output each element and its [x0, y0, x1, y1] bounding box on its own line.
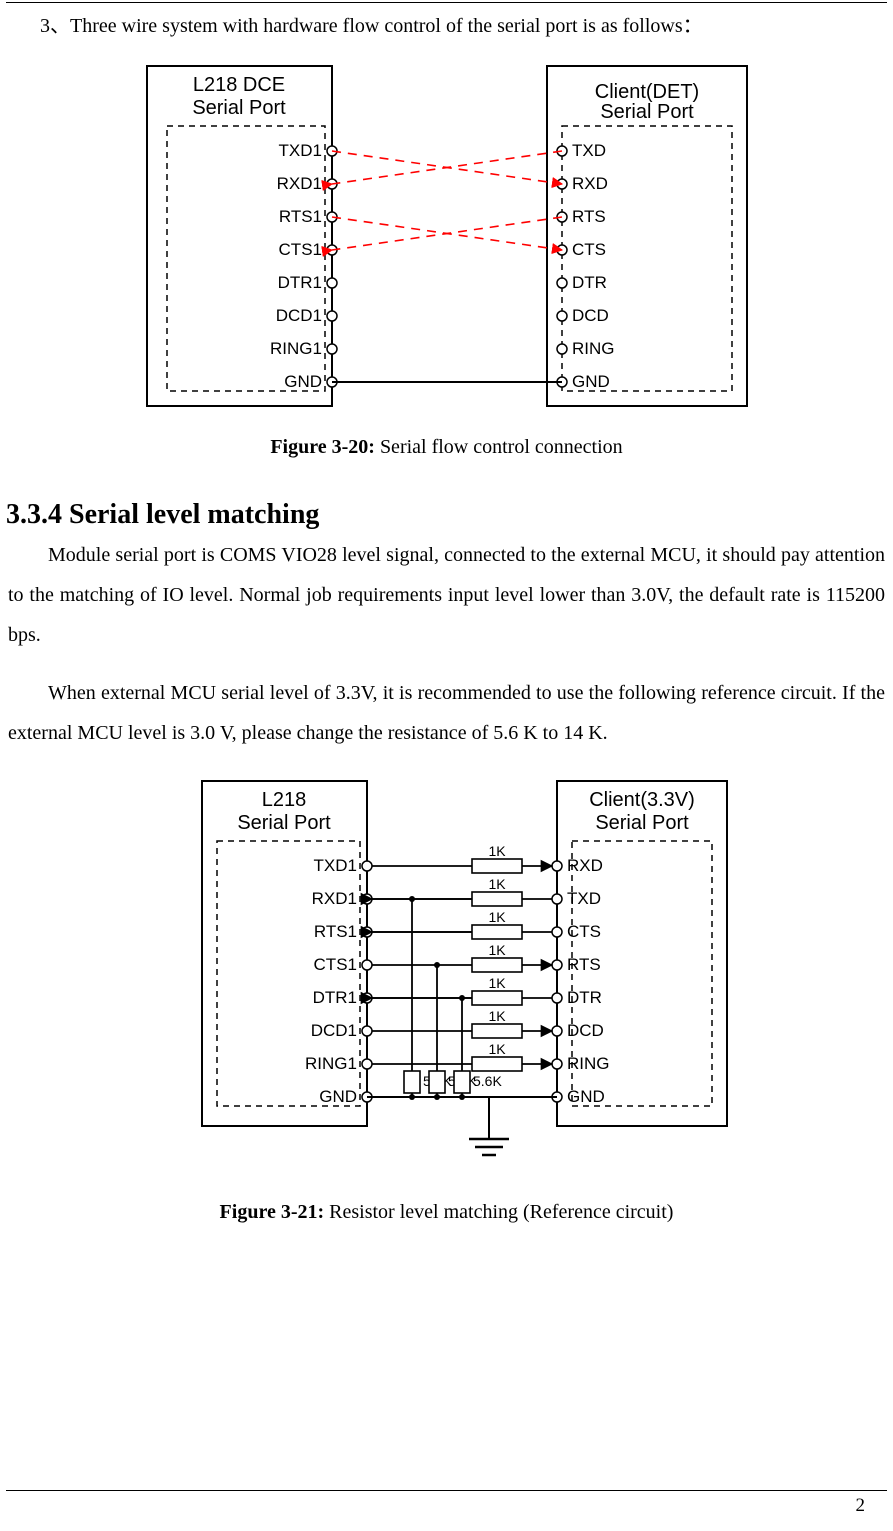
fig1-right-pin: RTS: [572, 207, 606, 226]
fig2-right-title1: Client(3.3V): [589, 789, 695, 811]
fig1-left-pin: DTR1: [277, 273, 321, 292]
fig2-right-pin: RXD: [567, 856, 603, 875]
fig1-left-pin: TXD1: [278, 141, 321, 160]
fig2-right-pin: RTS: [567, 955, 601, 974]
fig1-left-pin: RING1: [270, 339, 322, 358]
intro-text: 3、Three wire system with hardware flow c…: [40, 9, 887, 38]
fig2-left-pin: DTR1: [312, 988, 356, 1007]
fig1-right-pin: DTR: [572, 273, 607, 292]
fig1-right-title2: Serial Port: [600, 101, 694, 123]
fig2-series-r-label: 1K: [488, 876, 506, 892]
fig2-left-title2: Serial Port: [237, 812, 331, 834]
figure-3-20: L218 DCE Serial Port Client(DET) Serial …: [6, 56, 887, 426]
fig2-left-title1: L218: [261, 789, 306, 811]
fig2-right-pin: GND: [567, 1087, 605, 1106]
fig1-right-pin: CTS: [572, 240, 606, 259]
fig1-right-pin: DCD: [572, 306, 609, 325]
figure-3-21: L218 Serial Port Client(3.3V) Serial Por…: [6, 771, 887, 1191]
fig2-pulldown-r-label: 5.6K: [473, 1073, 502, 1089]
fig2-right-pin: TXD: [567, 889, 601, 908]
fig2-caption-rest: Resistor level matching (Reference circu…: [324, 1201, 673, 1223]
fig2-caption-bold: Figure 3-21:: [220, 1201, 325, 1223]
fig2-right-pin: RING: [567, 1054, 610, 1073]
fig2-series-r-label: 1K: [488, 1041, 506, 1057]
fig1-caption-bold: Figure 3-20:: [270, 436, 375, 458]
paragraph-1: Module serial port is COMS VIO28 level s…: [8, 535, 885, 655]
section-heading: 3.3.4 Serial level matching: [6, 499, 887, 531]
fig2-series-r-label: 1K: [488, 843, 506, 859]
paragraph-2: When external MCU serial level of 3.3V, …: [8, 673, 885, 753]
fig2-left-pin: RING1: [305, 1054, 357, 1073]
fig1-right-pin: RXD: [572, 174, 608, 193]
fig1-right-title1: Client(DET): [594, 81, 698, 103]
fig1-right-pin: GND: [572, 372, 610, 391]
fig1-left-pin: RTS1: [278, 207, 321, 226]
fig2-left-pin: DCD1: [310, 1021, 356, 1040]
footer-line: [6, 1490, 887, 1491]
fig2-left-pin: RTS1: [313, 922, 356, 941]
fig1-left-pin: GND: [284, 372, 322, 391]
page-number: 2: [856, 1495, 866, 1517]
fig2-left-pin: RXD1: [311, 889, 356, 908]
fig2-series-r-label: 1K: [488, 975, 506, 991]
fig1-left-title2: Serial Port: [192, 97, 286, 119]
figure-3-20-caption: Figure 3-20: Serial flow control connect…: [6, 436, 887, 459]
fig1-left-pin: DCD1: [275, 306, 321, 325]
figure-3-21-caption: Figure 3-21: Resistor level matching (Re…: [6, 1201, 887, 1224]
fig2-left-pin: CTS1: [313, 955, 356, 974]
fig1-right-pin: RING: [572, 339, 615, 358]
fig2-left-pin: TXD1: [313, 856, 356, 875]
fig1-left-pin: CTS1: [278, 240, 321, 259]
fig2-right-pin: CTS: [567, 922, 601, 941]
fig1-left-title1: L218 DCE: [192, 74, 284, 96]
fig2-left-pin: GND: [319, 1087, 357, 1106]
fig2-series-r-label: 1K: [488, 942, 506, 958]
fig2-series-r-label: 1K: [488, 1008, 506, 1024]
fig2-series-r-label: 1K: [488, 909, 506, 925]
fig1-right-pin: TXD: [572, 141, 606, 160]
fig2-right-pin: DCD: [567, 1021, 604, 1040]
fig1-caption-rest: Serial flow control connection: [375, 436, 623, 458]
fig2-right-title2: Serial Port: [595, 812, 689, 834]
fig1-left-pin: RXD1: [276, 174, 321, 193]
fig2-right-pin: DTR: [567, 988, 602, 1007]
